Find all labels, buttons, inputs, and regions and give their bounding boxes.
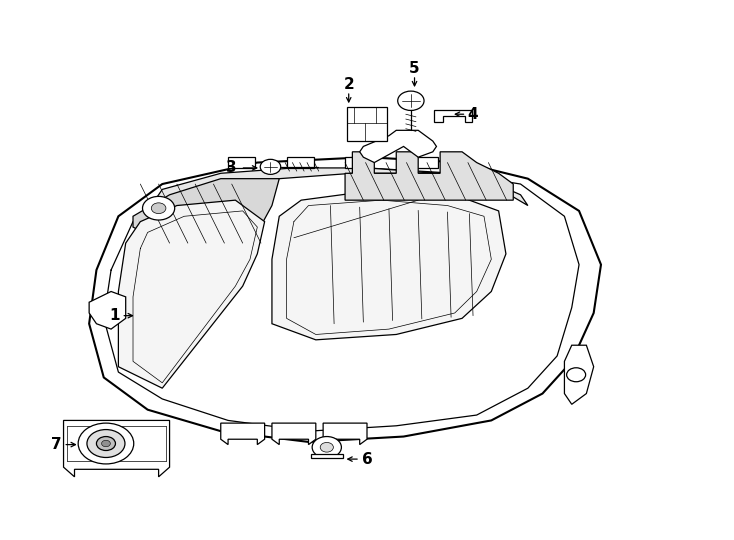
Text: 5: 5 (410, 61, 420, 76)
Polygon shape (118, 200, 265, 388)
Circle shape (87, 429, 125, 457)
Circle shape (151, 203, 166, 214)
Polygon shape (435, 111, 472, 122)
Text: 6: 6 (362, 451, 372, 467)
Circle shape (261, 159, 280, 174)
Polygon shape (345, 157, 372, 168)
Polygon shape (346, 107, 387, 141)
Polygon shape (64, 421, 170, 477)
Circle shape (398, 91, 424, 111)
Polygon shape (286, 157, 313, 168)
Text: 3: 3 (226, 160, 237, 176)
Circle shape (96, 436, 115, 450)
Polygon shape (564, 345, 594, 404)
Polygon shape (360, 130, 437, 163)
Polygon shape (89, 292, 126, 329)
Text: 7: 7 (51, 437, 62, 452)
Polygon shape (310, 454, 343, 458)
Text: 2: 2 (344, 77, 354, 92)
Polygon shape (221, 423, 265, 444)
Polygon shape (228, 157, 255, 168)
Text: 4: 4 (468, 107, 479, 122)
Polygon shape (133, 179, 279, 254)
Polygon shape (89, 157, 601, 442)
Polygon shape (272, 190, 506, 340)
Circle shape (320, 442, 333, 452)
Polygon shape (148, 168, 528, 211)
Circle shape (312, 436, 341, 458)
Polygon shape (323, 423, 367, 444)
Polygon shape (411, 157, 438, 168)
Circle shape (142, 197, 175, 220)
Polygon shape (345, 152, 513, 200)
Polygon shape (272, 423, 316, 444)
Circle shape (101, 440, 110, 447)
Circle shape (78, 423, 134, 464)
Text: 1: 1 (109, 308, 120, 323)
